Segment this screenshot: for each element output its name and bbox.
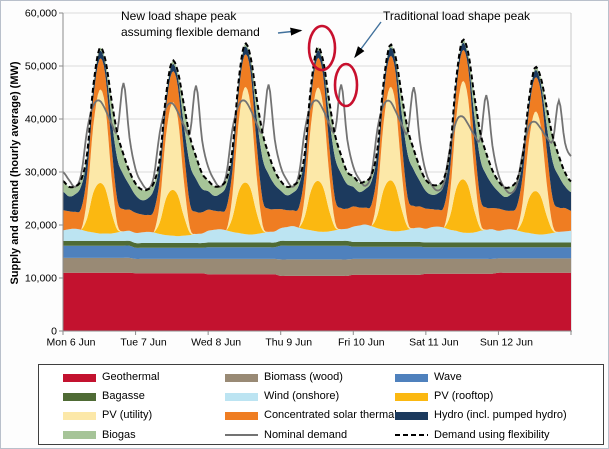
legend-swatch-biomass_wood (225, 373, 258, 382)
legend-swatch-pv_utility (63, 411, 96, 420)
legend-swatch-demand_flex (395, 433, 428, 437)
legend-label-wave: Wave (434, 371, 462, 383)
x-tick-label: Mon 6 Jun (46, 337, 95, 349)
x-tick-label: Thu 9 Jun (265, 337, 312, 349)
legend-swatch-hydro (395, 411, 428, 420)
legend-item-biogas: Biogas (63, 426, 136, 445)
area-layer-hydro (63, 42, 571, 216)
legend-label-pv_utility: PV (utility) (102, 409, 153, 422)
y-tick-label: 60,000 (25, 8, 57, 20)
x-tick-label: Fri 10 Jun (338, 337, 385, 349)
area-layer-cst (63, 49, 571, 235)
annotation-new-peak-line2: assuming flexible demand (121, 25, 260, 39)
annotation-traditional-peak: Traditional load shape peak (383, 9, 531, 23)
x-tick-label: Sun 12 Jun (480, 337, 533, 349)
legend-item-geothermal: Geothermal (63, 368, 159, 387)
legend-swatch-bagasse (63, 392, 96, 401)
legend-item-pv_utility: PV (utility) (63, 406, 152, 425)
legend-label-wind_onshore: Wind (onshore) (264, 390, 340, 403)
annotation-new-peak-line1: New load shape peak (121, 9, 237, 23)
legend-swatch-wind_onshore (225, 392, 258, 401)
area-layer-geothermal (63, 272, 571, 331)
legend-label-hydro: Hydro (incl. pumped hydro) (434, 409, 567, 422)
y-tick-label: 0 (51, 326, 57, 338)
annotation-arrow-new-peak (277, 27, 303, 36)
supply-demand-stacked-area-chart: 0 10,000 20,000 30,000 40,000 50,000 60,000 Mon… (9, 8, 572, 349)
legend-label-biomass_wood: Biomass (wood) (264, 371, 343, 383)
area-layer-wind_onshore (63, 224, 571, 244)
legend-swatch-biogas (63, 431, 96, 440)
area-layer-biogas (63, 39, 571, 201)
y-axis-title: Supply and demand (hourly average) (MW) (9, 61, 21, 284)
legend-swatch-nominal_demand (225, 434, 258, 437)
legend-swatch-wave (395, 373, 428, 382)
legend-item-wave: Wave (395, 368, 462, 387)
annotation-arrow-traditional-peak (354, 21, 382, 59)
legend-item-bagasse: Bagasse (63, 387, 145, 406)
legend-item-pv_rooftop: PV (rooftop) (395, 387, 493, 406)
y-tick-label: 40,000 (25, 114, 57, 126)
legend-item-hydro: Hydro (incl. pumped hydro) (395, 406, 567, 425)
x-tick-label: Wed 8 Jun (191, 337, 241, 349)
y-tick-label: 10,000 (25, 273, 57, 285)
area-layer-bagasse (63, 240, 571, 248)
legend-label-demand_flex: Demand using flexibility (434, 428, 550, 441)
new-peak-circle (307, 24, 337, 72)
legend-label-geothermal: Geothermal (102, 371, 160, 383)
legend-label-bagasse: Bagasse (102, 390, 145, 403)
legend-label-pv_rooftop: PV (rooftop) (434, 390, 494, 403)
y-tick-label: 30,000 (25, 167, 57, 179)
x-tick-label: Sat 11 Jun (409, 337, 459, 349)
area-layer-wave (63, 245, 571, 260)
legend-label-cst: Concentrated solar thermal (264, 409, 397, 422)
area-layer-pv_utility (63, 81, 571, 235)
legend-item-demand_flex: Demand using flexibility (395, 426, 550, 445)
line-demand_flex (62, 38, 572, 192)
area-layer-pv_rooftop (63, 179, 571, 237)
y-tick-label: 20,000 (25, 220, 57, 232)
legend-swatch-pv_rooftop (395, 392, 428, 401)
legend-item-cst: Concentrated solar thermal (225, 406, 397, 425)
chart-legend: Geothermal Bagasse PV (utility) Biogas Bioma… (38, 364, 604, 445)
legend-label-nominal_demand: Nominal demand (264, 428, 348, 441)
legend-swatch-cst (225, 411, 258, 420)
x-tick-label: Tue 7 Jun (120, 337, 166, 349)
legend-item-wind_onshore: Wind (onshore) (225, 387, 339, 406)
legend-label-biogas: Biogas (102, 428, 136, 441)
area-layer-biomass_wood (63, 257, 571, 276)
legend-item-nominal_demand: Nominal demand (225, 426, 347, 445)
traditional-peak-circle (333, 62, 359, 108)
y-tick-label: 50,000 (25, 61, 57, 73)
legend-swatch-geothermal (63, 373, 96, 382)
legend-item-biomass_wood: Biomass (wood) (225, 368, 343, 387)
